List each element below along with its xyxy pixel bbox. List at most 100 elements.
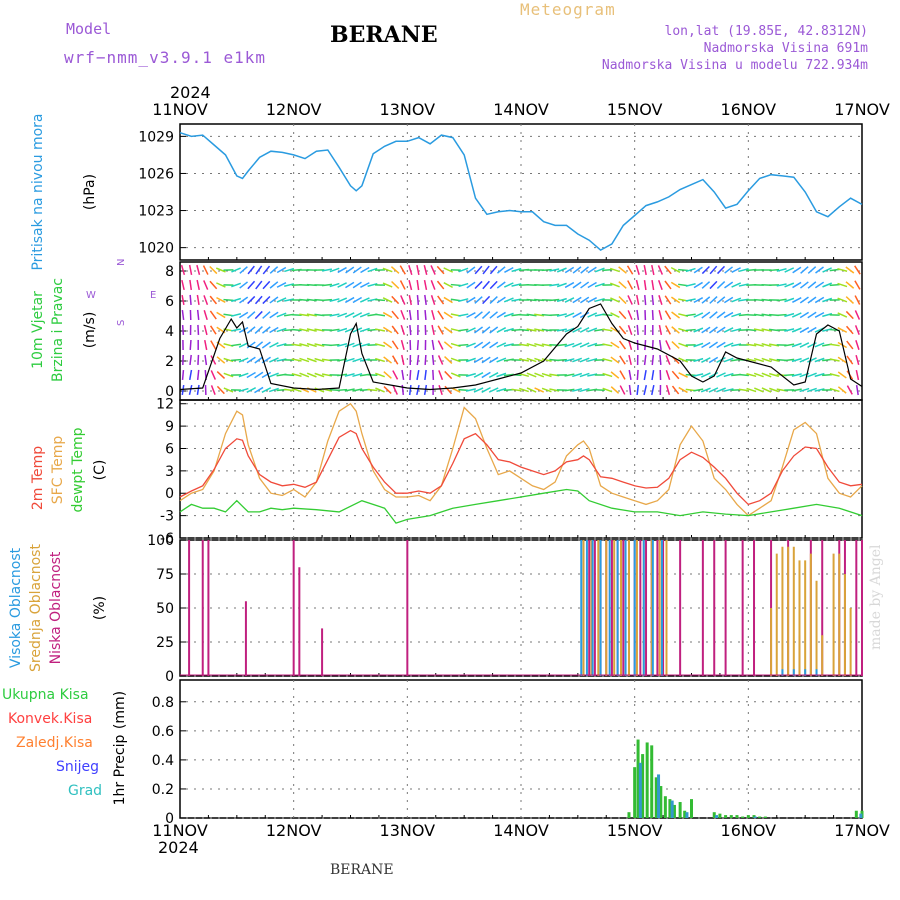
wind-barb — [526, 387, 537, 393]
wind-barb — [837, 386, 847, 394]
wind-barb — [223, 298, 234, 302]
wind-barb — [846, 340, 854, 350]
wind-barb — [255, 265, 263, 275]
y-tick-label: 6 — [165, 441, 174, 457]
wind-barb — [822, 297, 833, 303]
wind-barb — [761, 328, 772, 332]
wind-barb — [337, 312, 348, 318]
wind-barb — [181, 279, 185, 291]
wind-barb — [210, 370, 217, 380]
wind-barb — [664, 310, 672, 320]
wind-barb — [374, 328, 386, 332]
y-tick-label: 75 — [156, 567, 174, 583]
wind-barb — [618, 340, 627, 350]
wind-barb — [261, 341, 271, 349]
wind-speed-line — [179, 303, 863, 391]
wind-label: 10m Vjetar — [30, 291, 46, 369]
wind-barb — [246, 356, 256, 364]
wind-barb — [474, 311, 483, 319]
wind-barb — [678, 386, 688, 394]
station-title: BERANE — [330, 22, 438, 48]
y-tick-label: 0 — [165, 384, 174, 400]
wind-barb — [181, 369, 185, 381]
wind-barb — [450, 357, 461, 363]
2m-temp-line — [179, 429, 863, 506]
x-tick-bottom: 15NOV — [607, 821, 663, 840]
wind-barb — [496, 327, 507, 334]
wind-barb — [761, 342, 772, 348]
wind-barb — [619, 370, 626, 380]
wind-barb — [189, 354, 192, 366]
y-tick-label: 1020 — [138, 241, 174, 257]
precip-bar — [627, 812, 631, 818]
wind-barb — [854, 310, 861, 320]
wind-barb — [658, 324, 663, 336]
wind-barb — [776, 283, 787, 287]
wind-barb — [526, 328, 537, 332]
wind-barb — [489, 311, 499, 319]
wind-barb — [643, 369, 647, 381]
wind-barb — [716, 311, 726, 319]
wind-barb — [671, 311, 681, 319]
wind-barb — [503, 312, 514, 318]
x-tick-top: 17NOV — [834, 100, 890, 119]
wind-barb — [670, 266, 681, 273]
wind-barb — [791, 388, 802, 392]
wind-direction-field — [180, 264, 861, 396]
wind-barb — [276, 342, 287, 348]
wind-barb — [518, 343, 530, 347]
wind-barb — [352, 296, 362, 304]
wind-barb — [627, 325, 633, 335]
wind-barb — [526, 357, 537, 363]
precip-bar — [683, 810, 687, 818]
compass-s: S — [116, 320, 127, 326]
wind-barb — [431, 309, 436, 320]
wind-barb — [701, 341, 711, 349]
wind-barb — [489, 326, 499, 334]
wind-barb — [792, 281, 802, 289]
wind-barb — [541, 268, 552, 272]
wind-barb — [806, 387, 817, 393]
wind-barb — [437, 355, 444, 365]
grad-bar — [638, 762, 642, 818]
wind-barb — [791, 373, 802, 377]
wind-barb — [238, 357, 249, 363]
precip-bar — [641, 754, 645, 818]
x-tick-bottom: 17NOV — [834, 821, 890, 840]
wind-barb — [769, 372, 780, 378]
wind-barb — [391, 355, 399, 365]
wind-barb — [400, 295, 406, 305]
wind-barb — [400, 324, 406, 335]
wind-barb — [382, 267, 393, 273]
panel-frame — [179, 399, 863, 539]
wind-barb — [572, 357, 582, 363]
wind-barb — [564, 297, 575, 303]
wind-barb — [239, 266, 248, 274]
wind-barb — [238, 372, 249, 378]
wind-barb — [602, 328, 613, 332]
wind-barb — [416, 369, 420, 381]
wind-barb — [443, 311, 453, 319]
wind-barb — [627, 310, 633, 320]
y-tick-label: 1026 — [138, 166, 174, 182]
wind-barb — [367, 373, 378, 377]
wind-barb — [708, 387, 719, 393]
wind-barb — [807, 326, 817, 334]
wind-barb — [481, 311, 491, 319]
wind-barb — [837, 371, 847, 379]
wind-barb — [822, 312, 833, 318]
wind-barb — [189, 279, 193, 291]
dewpt-label: dewpt Temp — [70, 427, 86, 512]
y-tick-label: 9 — [165, 419, 174, 435]
wind-barb — [664, 280, 672, 290]
precip-bar — [690, 799, 693, 818]
wind-barb — [723, 372, 734, 378]
wind-barb — [374, 313, 386, 317]
wind-barb — [709, 280, 718, 290]
wind-barb — [572, 372, 583, 378]
wind-barb — [367, 343, 378, 347]
wind-barb — [196, 369, 200, 381]
wind-barb — [792, 266, 802, 274]
wind-barb — [761, 372, 772, 378]
wind-barb — [746, 372, 757, 378]
